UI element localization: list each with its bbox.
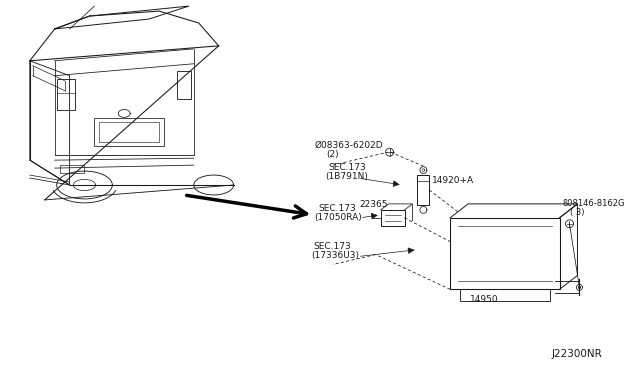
Text: J22300NR: J22300NR xyxy=(552,349,602,359)
Text: (17336U3): (17336U3) xyxy=(311,251,359,260)
Text: Ø08363-6202D: Ø08363-6202D xyxy=(314,141,383,150)
Bar xyxy=(460,289,550,301)
Bar xyxy=(417,175,429,205)
Text: ( 3): ( 3) xyxy=(570,208,585,217)
Text: SEC.173: SEC.173 xyxy=(328,163,365,172)
Bar xyxy=(450,218,559,289)
Text: SEC.173: SEC.173 xyxy=(313,242,351,251)
Bar xyxy=(99,122,159,142)
Text: 14920+A: 14920+A xyxy=(433,176,474,185)
Text: (1B791N): (1B791N) xyxy=(325,172,368,181)
Text: (2): (2) xyxy=(326,150,339,159)
Text: SEC.173: SEC.173 xyxy=(318,204,356,213)
Bar xyxy=(60,165,84,173)
Bar xyxy=(57,78,74,110)
Bar xyxy=(95,118,164,146)
Bar xyxy=(177,71,191,99)
Text: (17050RA): (17050RA) xyxy=(314,213,362,222)
Bar xyxy=(381,210,404,226)
Text: 22365: 22365 xyxy=(360,200,388,209)
Text: 14950: 14950 xyxy=(470,295,499,304)
Text: ß08146-8162G: ß08146-8162G xyxy=(563,199,625,208)
